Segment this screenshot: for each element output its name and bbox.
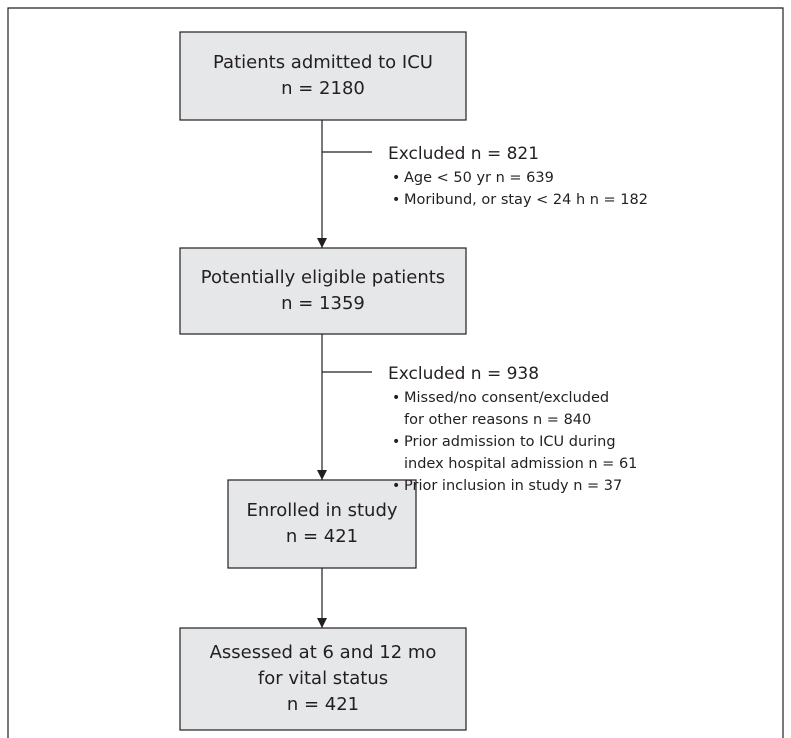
bullet: • <box>392 434 400 450</box>
exclusion-item: Age < 50 yr n = 639 <box>404 170 554 186</box>
box <box>179 247 467 335</box>
node-text: Enrolled in study <box>246 500 397 521</box>
bullet: • <box>392 192 400 208</box>
box <box>227 479 417 569</box>
node-text: n = 421 <box>287 694 359 715</box>
exclusion-item: Missed/no consent/excluded <box>404 390 609 406</box>
box <box>179 627 467 731</box>
exclusion-item: Moribund, or stay < 24 h n = 182 <box>404 192 648 208</box>
node-text: Patients admitted to ICU <box>213 52 433 73</box>
node-text: n = 2180 <box>281 78 365 99</box>
frame <box>7 7 784 738</box>
exclusion-heading: Excluded n = 938 <box>388 364 539 384</box>
exclusion-item: for other reasons n = 840 <box>404 412 591 428</box>
node-text: for vital status <box>258 668 388 689</box>
bullet: • <box>392 170 400 186</box>
exclusion-item: Prior inclusion in study n = 37 <box>404 478 622 494</box>
exclusion-item: index hospital admission n = 61 <box>404 456 637 472</box>
bullet: • <box>392 478 400 494</box>
node-text: Potentially eligible patients <box>201 267 445 288</box>
node-text: n = 1359 <box>281 293 365 314</box>
bullet: • <box>392 390 400 406</box>
box <box>179 31 467 121</box>
node-text: n = 421 <box>286 526 358 547</box>
node-text: Assessed at 6 and 12 mo <box>210 642 437 663</box>
exclusion-heading: Excluded n = 821 <box>388 144 539 164</box>
exclusion-item: Prior admission to ICU during <box>404 434 616 450</box>
